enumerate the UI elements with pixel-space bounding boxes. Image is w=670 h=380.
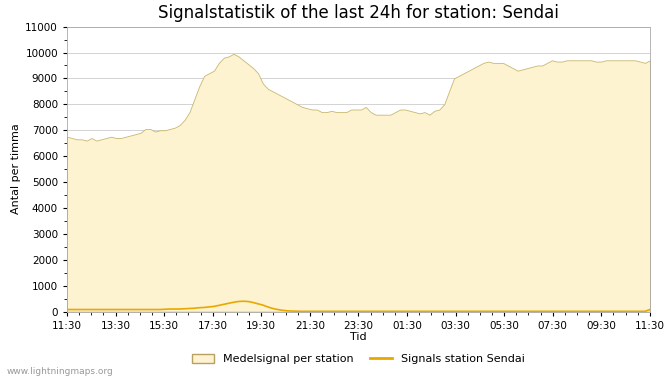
Y-axis label: Antal per timma: Antal per timma — [11, 124, 21, 214]
Title: Signalstatistik of the last 24h for station: Sendai: Signalstatistik of the last 24h for stat… — [158, 4, 559, 22]
X-axis label: Tid: Tid — [350, 332, 366, 342]
Text: www.lightningmaps.org: www.lightningmaps.org — [7, 367, 113, 376]
Legend: Medelsignal per station, Signals station Sendai: Medelsignal per station, Signals station… — [188, 349, 529, 369]
